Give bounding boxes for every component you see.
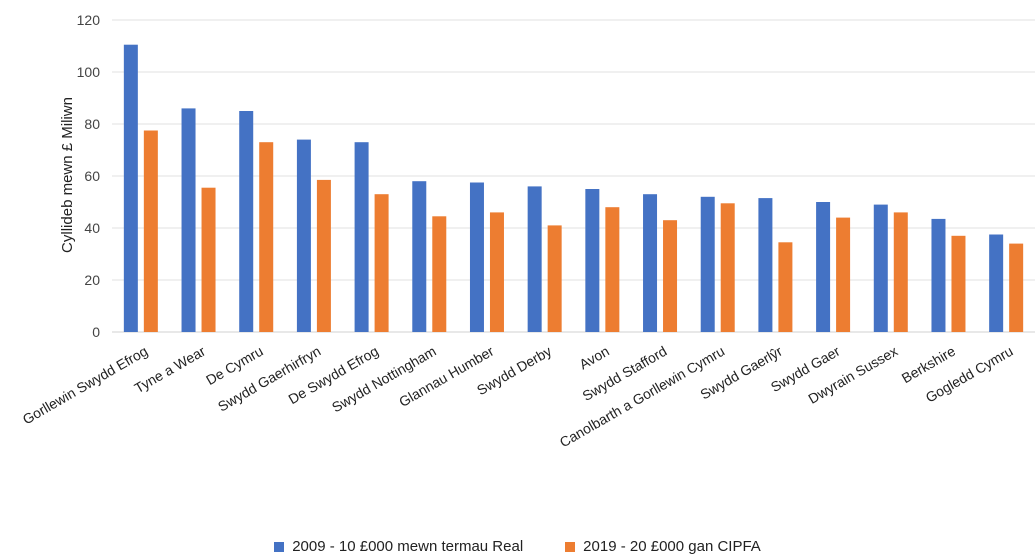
y-axis-ticks: 0 20 40 60 80 100 120 xyxy=(77,12,101,340)
bar-series-1 xyxy=(527,186,542,332)
y-tick-label: 0 xyxy=(92,324,100,340)
legend-label-series-2: 2019 - 20 £000 gan CIPFA xyxy=(583,538,761,555)
legend-label-series-1: 2009 - 10 £000 mewn termau Real xyxy=(292,538,524,555)
x-category-label: Avon xyxy=(576,343,611,373)
legend-swatch-series-2 xyxy=(565,541,576,552)
bar-series-1 xyxy=(469,182,484,332)
bar-series-2 xyxy=(836,217,851,332)
y-tick-label: 60 xyxy=(84,168,100,184)
bar-series-2 xyxy=(201,187,216,332)
bar-series-1 xyxy=(643,194,658,332)
bar-series-2 xyxy=(778,242,793,332)
bar-series-1 xyxy=(296,139,311,332)
bar-series-2 xyxy=(316,179,331,332)
bar-series-2 xyxy=(605,207,620,332)
bar-series-2 xyxy=(374,194,389,332)
bar-series-1 xyxy=(181,108,196,333)
bar-series-2 xyxy=(663,220,678,332)
x-category-label: Swydd Gaerhirfryn xyxy=(215,343,323,415)
bar-series-2 xyxy=(259,142,274,332)
bar-series-2 xyxy=(951,235,966,332)
y-tick-label: 40 xyxy=(84,220,100,236)
legend-swatch-series-1 xyxy=(274,541,285,552)
bar-series-1 xyxy=(989,234,1004,332)
bar-series-1 xyxy=(239,111,254,332)
y-tick-label: 80 xyxy=(84,116,100,132)
bar-series-1 xyxy=(585,189,600,332)
legend: 2009 - 10 £000 mewn termau Real 2019 - 2… xyxy=(0,538,1035,555)
bar-series-1 xyxy=(758,198,773,332)
bar-series-2 xyxy=(143,130,158,332)
bar-series-2 xyxy=(489,212,504,332)
bar-series-1 xyxy=(931,218,946,332)
bar-series-2 xyxy=(1009,243,1024,332)
y-tick-label: 120 xyxy=(77,12,101,28)
x-category-label: Gorllewin Swydd Efrog xyxy=(20,343,151,428)
x-category-label: Swydd Nottingham xyxy=(329,343,439,416)
bar-series-2 xyxy=(893,212,908,332)
legend-item-series-2: 2019 - 20 £000 gan CIPFA xyxy=(565,538,761,555)
bar-series-2 xyxy=(547,225,562,332)
bar-series-2 xyxy=(720,203,735,332)
bar-series-1 xyxy=(412,181,427,332)
bar-series-1 xyxy=(123,44,138,332)
bar-series-1 xyxy=(700,196,715,332)
y-tick-label: 20 xyxy=(84,272,100,288)
y-axis-label: Cyllideb mewn £ Miliwn xyxy=(59,97,76,253)
bar-series-1 xyxy=(816,202,831,332)
bars xyxy=(123,44,1024,333)
y-tick-label: 100 xyxy=(77,64,101,80)
x-category-label: Glannau Humber xyxy=(396,343,497,410)
bar-series-1 xyxy=(354,142,369,332)
legend-item-series-1: 2009 - 10 £000 mewn termau Real xyxy=(274,538,523,555)
bar-series-2 xyxy=(432,216,447,332)
bar-series-1 xyxy=(873,204,888,332)
